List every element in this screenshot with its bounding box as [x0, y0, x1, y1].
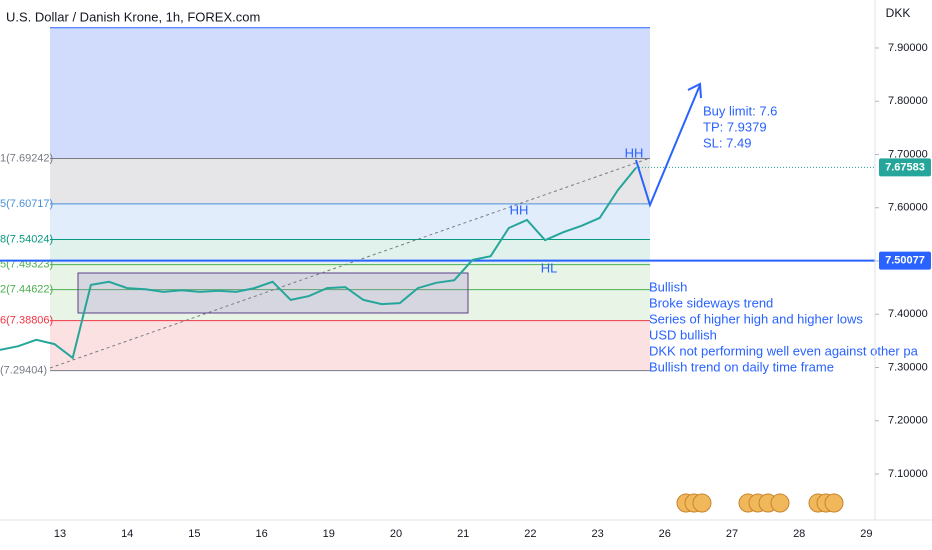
fib-label: 8(7.54024) [0, 233, 53, 245]
y-tick-label: 7.30000 [888, 361, 928, 373]
note: Series of higher high and higher lows [649, 311, 863, 326]
tp-zone [50, 27, 650, 159]
x-tick-label: 21 [457, 528, 469, 540]
y-tick-label: 7.40000 [888, 308, 928, 320]
x-tick-label: 27 [726, 528, 738, 540]
note: DKK not performing well even against oth… [649, 343, 919, 358]
fib-bands [50, 27, 650, 372]
x-tick-label: 15 [188, 528, 200, 540]
y-tick-label: 7.20000 [888, 415, 928, 427]
fib-band [50, 158, 650, 204]
swing-label: HH [510, 202, 529, 217]
fib-band [50, 264, 650, 290]
price-label: 7.50077 [885, 254, 925, 266]
fib-label: 5(7.60717) [0, 198, 53, 210]
x-tick-label: 23 [591, 528, 603, 540]
y-tick-label: 7.60000 [888, 202, 928, 214]
x-tick-label: 19 [323, 528, 335, 540]
fib-label: (7.29404) [0, 365, 47, 377]
price-label: 7.67583 [885, 161, 925, 173]
swing-label: HH [625, 145, 644, 160]
price-label-box [879, 158, 931, 177]
fib-band [50, 203, 650, 240]
y-tick-label: 7.90000 [888, 42, 928, 54]
x-tick-label: 22 [524, 528, 536, 540]
target-label: Buy limit: 7.6 [703, 103, 777, 118]
fib-label: 6(7.38806) [0, 315, 53, 327]
currency: DKK [886, 6, 911, 20]
projection-arrow [635, 84, 701, 208]
fib-band [50, 320, 650, 371]
range-box [77, 272, 469, 314]
target-label: TP: 7.9379 [703, 119, 767, 134]
y-tick-label: 7.10000 [888, 468, 928, 480]
target-label: SL: 7.49 [703, 135, 751, 150]
price-series [0, 167, 637, 360]
x-tick-label: 20 [390, 528, 402, 540]
y-tick-label: 7.80000 [888, 95, 928, 107]
plot: 1(7.69242)5(7.60717)8(7.54024)5(7.49323)… [0, 82, 919, 377]
swing-label: HL [541, 260, 558, 275]
x-tick-label: 29 [860, 528, 872, 540]
x-tick-label: 14 [121, 528, 133, 540]
note: Bullish trend on daily time frame [649, 359, 834, 374]
x-tick-label: 26 [659, 528, 671, 540]
note: USD bullish [649, 327, 717, 342]
x-tick-label: 16 [255, 528, 267, 540]
x-tick-label: 13 [54, 528, 66, 540]
fib-label: 2(7.44622) [0, 284, 53, 296]
x-tick-label: 28 [793, 528, 805, 540]
fib-band [50, 289, 650, 321]
arrow-head [687, 82, 702, 99]
coin-icons [676, 493, 844, 513]
y-tick-label: 7.70000 [888, 148, 928, 160]
trendline [49, 157, 651, 369]
note: Broke sideways trend [649, 295, 773, 310]
price-label-box [879, 251, 931, 270]
note: Bullish [649, 279, 687, 294]
chart-title: U.S. Dollar / Danish Krone, 1h, FOREX.co… [6, 9, 260, 24]
fib-label: 1(7.69242) [0, 152, 53, 164]
